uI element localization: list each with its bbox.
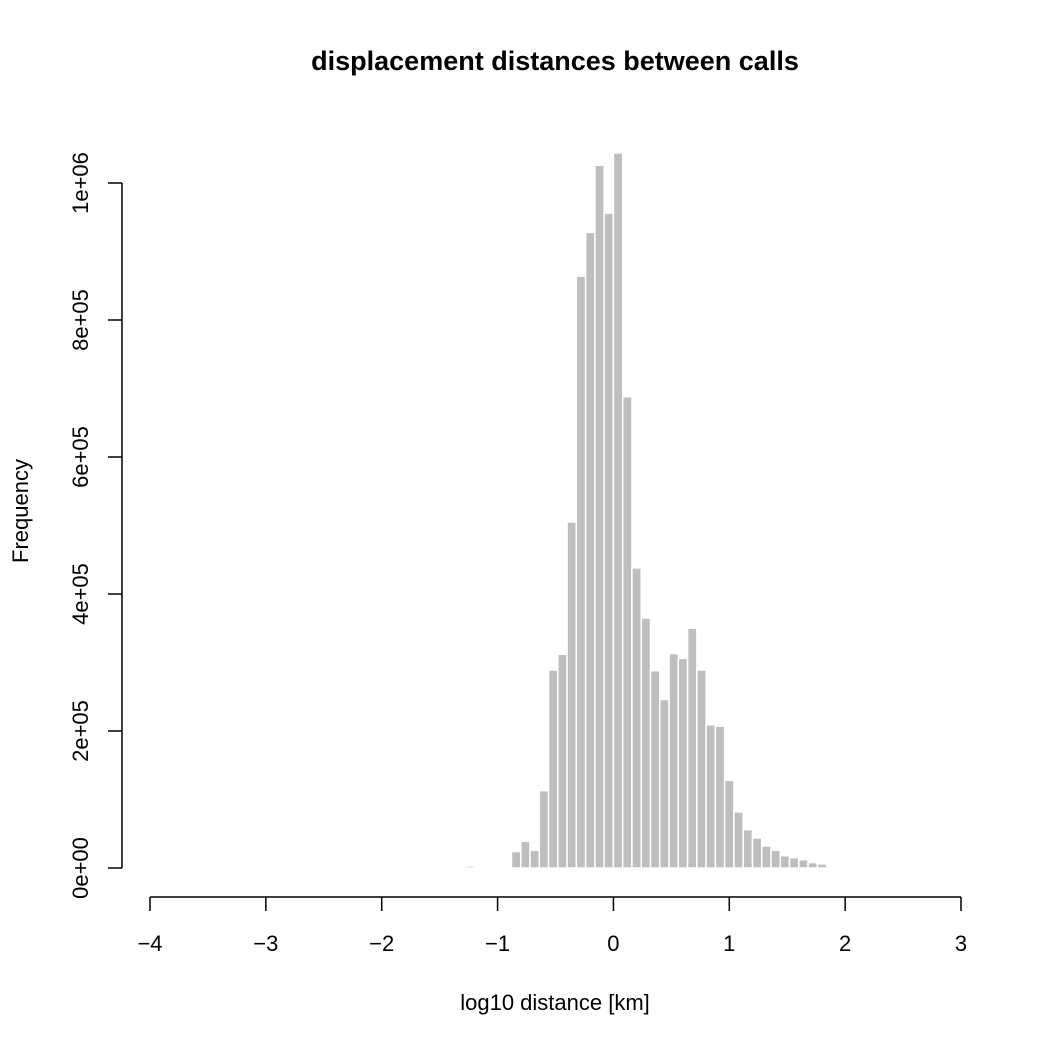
histogram-bar-31	[751, 837, 763, 869]
histogram-bar-18	[631, 567, 642, 869]
histogram-bar-33	[770, 849, 782, 869]
y-axis-label: Frequency	[8, 459, 33, 563]
x-axis-label: log10 distance [km]	[460, 990, 650, 1015]
histogram-bar-21	[659, 698, 670, 869]
x-tick-label: 2	[839, 931, 851, 956]
y-tick-label: 1e+06	[68, 152, 93, 214]
histogram-bar-30	[742, 828, 754, 869]
histogram-bar-8	[538, 789, 550, 869]
histogram-bar-35	[788, 856, 800, 869]
histogram-bar-10	[557, 653, 568, 869]
y-tick-label: 0e+00	[68, 837, 93, 899]
histogram-bar-14	[594, 164, 605, 869]
histogram-bar-11	[566, 521, 578, 869]
histogram-bar-16	[612, 152, 624, 869]
x-tick-label: 0	[607, 931, 619, 956]
chart-title: displacement distances between calls	[311, 46, 799, 76]
histogram-bar-34	[779, 854, 791, 869]
histogram-bar-5	[510, 850, 522, 869]
histogram-bar-13	[584, 231, 596, 869]
x-tick-label: 1	[723, 931, 735, 956]
x-tick-label: −2	[369, 931, 394, 956]
histogram-bar-20	[649, 669, 661, 869]
histogram-bar-17	[621, 395, 633, 869]
histogram-bar-23	[677, 657, 689, 869]
y-tick-label: 8e+05	[68, 289, 93, 351]
histogram-bar-25	[696, 669, 707, 869]
histogram-bar-28	[723, 779, 735, 869]
histogram-bar-24	[686, 627, 698, 869]
histogram-bar-12	[575, 275, 587, 869]
x-tick-label: −3	[253, 931, 278, 956]
histogram-bar-0	[149, 865, 161, 869]
histogram-bar-9	[547, 669, 559, 869]
y-tick-label: 6e+05	[68, 426, 93, 488]
histogram-bar-3	[464, 865, 476, 869]
histogram-bar-7	[529, 849, 541, 869]
histogram-bar-32	[760, 845, 772, 869]
y-axis-ticks: 0e+00 2e+05 4e+05 6e+05 8e+05 1e+06	[68, 152, 122, 899]
histogram-bar-19	[640, 617, 652, 869]
histogram-bar-6	[519, 840, 531, 869]
x-tick-label: −1	[485, 931, 510, 956]
histogram-bar-29	[733, 811, 744, 869]
histogram-bar-27	[714, 725, 726, 869]
histogram-bar-22	[668, 652, 680, 869]
y-tick-label: 2e+05	[68, 700, 93, 762]
x-axis-ticks: −4 −3 −2 −1 0 1 2 3	[137, 897, 967, 956]
y-tick-label: 4e+05	[68, 563, 93, 625]
histogram-bar-26	[705, 724, 717, 869]
histogram-bar-4	[473, 866, 485, 869]
histogram-bar-15	[603, 212, 615, 869]
x-tick-label: −4	[137, 931, 162, 956]
histogram-bars	[149, 152, 828, 869]
histogram-bar-36	[798, 859, 809, 869]
x-tick-label: 3	[955, 931, 967, 956]
histogram-bar-38	[816, 863, 828, 869]
histogram-bar-37	[807, 861, 819, 869]
